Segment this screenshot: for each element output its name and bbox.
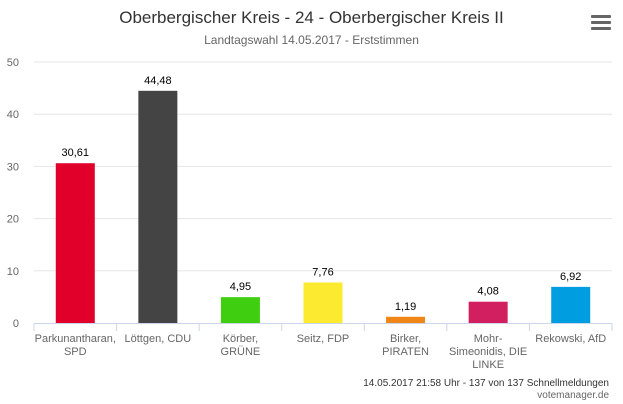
chart-title: Oberbergischer Kreis - 24 - Oberbergisch… <box>119 8 504 27</box>
source-credit[interactable]: votemanager.de <box>537 390 609 401</box>
x-tick-label: GRÜNE <box>221 346 261 358</box>
hamburger-menu-icon[interactable] <box>591 15 611 33</box>
bar <box>468 301 508 323</box>
data-label: 6,92 <box>560 271 581 283</box>
bar <box>303 282 343 323</box>
x-tick-label: Seitz, FDP <box>297 333 350 345</box>
x-tick-label: Birker, <box>390 333 421 345</box>
data-label: 44,48 <box>144 75 172 87</box>
bar <box>138 90 178 324</box>
x-tick-label: SPD <box>64 346 87 358</box>
x-tick-label: Rekowski, AfD <box>535 333 606 345</box>
data-label: 4,95 <box>230 281 251 293</box>
x-tick-label: PIRATEN <box>382 346 429 358</box>
y-tick-label: 20 <box>7 214 19 226</box>
x-tick-label: Mohr- <box>474 333 503 345</box>
x-tick-label: Körber, <box>223 333 258 345</box>
x-tick-label: Löttgen, CDU <box>125 333 192 345</box>
status-footer: 14.05.2017 21:58 Uhr - 137 von 137 Schne… <box>363 378 609 389</box>
x-tick-label: Parkunantharan, <box>35 333 116 345</box>
y-tick-label: 10 <box>7 266 19 278</box>
data-label: 7,76 <box>312 266 333 278</box>
bar <box>551 286 591 323</box>
bar <box>386 316 426 323</box>
bar <box>55 163 95 323</box>
data-label: 30,61 <box>62 147 90 159</box>
y-tick-label: 30 <box>7 161 19 173</box>
data-label: 1,19 <box>395 301 416 313</box>
y-tick-label: 0 <box>13 318 19 330</box>
x-tick-label: LINKE <box>472 359 504 371</box>
y-tick-label: 40 <box>7 109 19 121</box>
x-tick-label: Simeonidis, DIE <box>449 346 527 358</box>
chart-subtitle: Landtagswahl 14.05.2017 - Erststimmen <box>204 33 419 47</box>
data-label: 4,08 <box>477 286 498 298</box>
y-tick-label: 50 <box>7 57 19 69</box>
bar <box>220 297 260 323</box>
